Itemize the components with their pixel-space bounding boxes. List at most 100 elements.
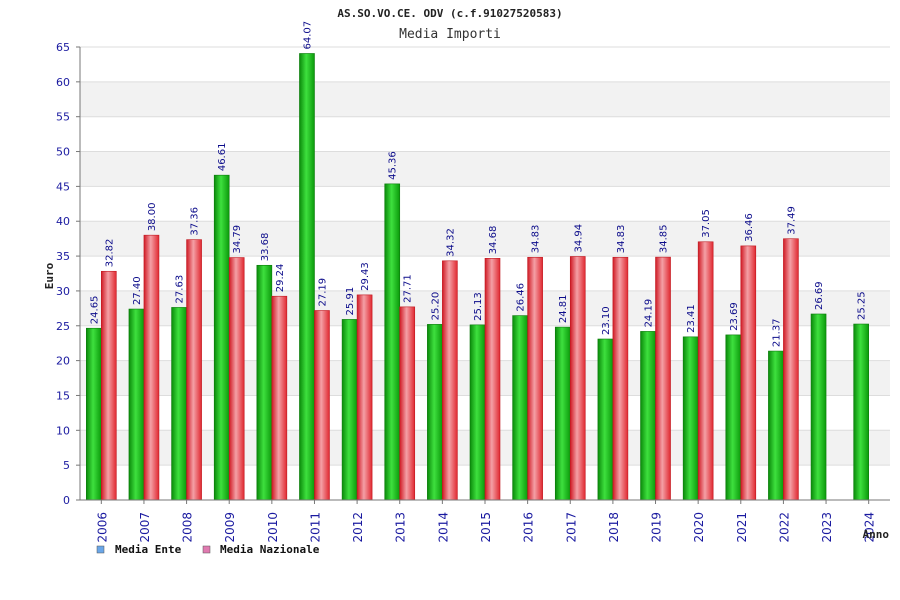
value-label: 26.69 (814, 281, 825, 310)
bar-media-nazionale-2011 (314, 310, 330, 501)
bar-media-ente-2014 (427, 324, 443, 501)
bar-media-ente-2020 (682, 336, 699, 501)
bars (86, 53, 869, 501)
y-tick-label: 20 (56, 355, 70, 368)
grid-band (80, 151, 890, 187)
value-label: 26.46 (516, 283, 527, 312)
bar-media-ente-2016 (512, 315, 528, 501)
bar-media-ente-2007 (128, 308, 145, 501)
y-tick-label: 50 (56, 146, 70, 159)
bar-media-ente-2022 (768, 350, 784, 501)
value-label: 34.85 (659, 224, 670, 253)
x-tick-label: 2022 (777, 512, 791, 543)
x-tick-label: 2012 (351, 512, 365, 543)
value-label: 46.61 (217, 143, 228, 172)
bar-media-nazionale-2016 (527, 256, 543, 501)
value-label: 32.82 (104, 239, 115, 268)
bar-media-nazionale-2022 (783, 238, 799, 501)
value-label: 37.05 (701, 209, 712, 238)
bar-media-ente-2019 (640, 331, 656, 501)
x-tick-label: 2018 (607, 512, 621, 543)
x-axis-ticks: 2006 2007 2008 2009 2010 2011 2012 2013 2014 2015… (95, 500, 877, 543)
y-tick-label: 0 (63, 494, 70, 507)
grid-band (80, 186, 890, 222)
y-tick-label: 10 (56, 424, 70, 437)
x-tick-label: 2017 (564, 512, 578, 543)
x-axis-label: Anno (863, 528, 890, 541)
value-label: 23.69 (729, 302, 740, 331)
grid-band (80, 116, 890, 152)
value-label: 27.19 (317, 278, 328, 307)
value-label: 25.20 (430, 292, 441, 321)
y-tick-label: 45 (56, 180, 70, 193)
bar-media-nazionale-2015 (484, 258, 501, 501)
grid-band (80, 81, 890, 117)
y-tick-label: 60 (56, 76, 70, 89)
value-label: 34.68 (488, 226, 499, 255)
x-tick-label: 2006 (95, 512, 109, 543)
x-tick-label: 2009 (223, 512, 237, 543)
chart-subtitle: Media Importi (399, 27, 501, 42)
grid-band (80, 47, 890, 82)
x-tick-label: 2011 (308, 512, 322, 543)
value-label: 34.83 (616, 225, 627, 254)
bar-media-ente-2010 (256, 264, 273, 501)
value-labels: 24.65 32.82 27.40 38.00 27.63 37.36 46.61 34.79… (89, 21, 867, 347)
bar-media-ente-2006 (86, 327, 102, 501)
x-tick-label: 2010 (266, 512, 280, 543)
bar-media-nazionale-2017 (569, 256, 586, 501)
y-tick-label: 40 (56, 215, 70, 228)
y-tick-label: 65 (56, 41, 70, 54)
value-label: 37.36 (190, 207, 201, 236)
y-axis-ticks: 0 5 10 15 20 25 30 35 40 45 50 55 60 65 (56, 41, 80, 507)
chart-title: AS.SO.VO.CE. ODV (c.f.91027520583) (337, 7, 562, 20)
bar-media-nazionale-2018 (612, 256, 629, 501)
legend-swatch-media-nazionale (202, 545, 211, 554)
value-label: 25.91 (345, 287, 356, 316)
value-label: 36.46 (744, 213, 755, 242)
bar-media-nazionale-2020 (697, 241, 714, 501)
y-tick-label: 35 (56, 250, 70, 263)
y-tick-label: 55 (56, 111, 70, 124)
value-label: 25.25 (857, 291, 868, 320)
x-tick-label: 2016 (522, 512, 536, 543)
value-label: 23.10 (601, 306, 612, 335)
bar-media-nazionale-2013 (399, 306, 416, 501)
y-tick-label: 5 (63, 459, 70, 472)
value-label: 23.41 (686, 304, 697, 333)
y-tick-label: 15 (56, 389, 70, 402)
value-label: 27.63 (175, 275, 186, 304)
value-label: 45.36 (388, 151, 399, 180)
legend-label-media-nazionale: Media Nazionale (220, 543, 320, 556)
bar-media-nazionale-2019 (655, 256, 671, 501)
value-label: 34.83 (531, 225, 542, 254)
bar-media-ente-2024 (853, 323, 869, 501)
value-label: 27.71 (403, 274, 414, 303)
legend-swatch-media-ente (96, 545, 105, 554)
value-label: 27.40 (132, 276, 143, 305)
legend: Media Ente Media Nazionale (96, 543, 320, 556)
bar-media-ente-2021 (725, 334, 742, 501)
value-label: 24.65 (89, 296, 100, 325)
value-label: 21.37 (771, 318, 782, 347)
x-tick-label: 2021 (735, 512, 749, 543)
bar-media-ente-2009 (213, 174, 230, 501)
bar-media-ente-2013 (384, 183, 401, 501)
bar-media-ente-2017 (554, 326, 571, 501)
bar-media-nazionale-2006 (101, 270, 117, 501)
x-tick-label: 2015 (479, 512, 493, 543)
x-tick-label: 2013 (394, 512, 408, 543)
value-label: 29.43 (360, 262, 371, 291)
bar-media-ente-2008 (171, 307, 187, 501)
bar-media-ente-2011 (299, 53, 315, 501)
bar-media-nazionale-2009 (228, 257, 245, 501)
y-tick-label: 30 (56, 285, 70, 298)
bar-media-ente-2023 (810, 313, 827, 501)
bar-media-ente-2012 (341, 319, 358, 501)
value-label: 38.00 (147, 203, 158, 232)
bar-media-nazionale-2010 (271, 295, 288, 501)
value-label: 29.24 (275, 264, 286, 293)
bar-media-nazionale-2008 (186, 239, 202, 501)
x-tick-label: 2008 (181, 512, 195, 543)
